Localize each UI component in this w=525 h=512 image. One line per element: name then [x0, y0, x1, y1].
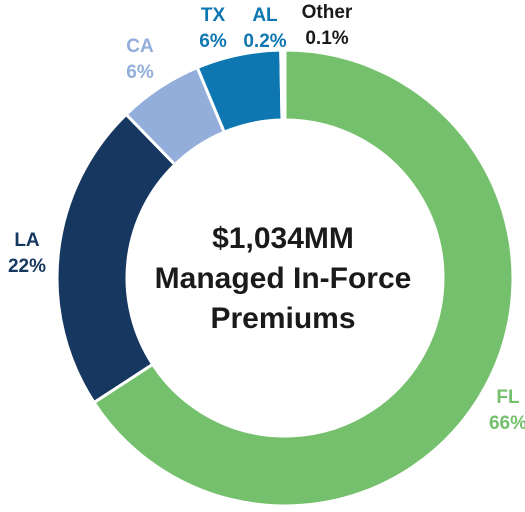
slice-value-label: 6% [126, 62, 154, 83]
center-title: $1,034MM [212, 222, 354, 255]
donut-slice [55, 112, 178, 405]
slice-value-label: 22% [8, 256, 46, 277]
donut-slice [282, 48, 287, 122]
donut-slice [91, 48, 515, 508]
slice-label: AL [252, 5, 278, 26]
slice-label: FL [496, 387, 520, 408]
slice-value-label: 0.1% [305, 28, 348, 49]
slice-label: TX [201, 5, 226, 26]
center-title: Premiums [210, 302, 355, 335]
slice-label: Other [302, 2, 353, 23]
slice-value-label: 6% [199, 31, 227, 52]
slice-label: LA [14, 230, 40, 251]
slice-value-label: 66% [489, 413, 525, 434]
slice-label: CA [126, 36, 154, 57]
slice-value-label: 0.2% [243, 31, 286, 52]
center-title: Managed In-Force [155, 262, 412, 295]
donut [55, 48, 515, 508]
